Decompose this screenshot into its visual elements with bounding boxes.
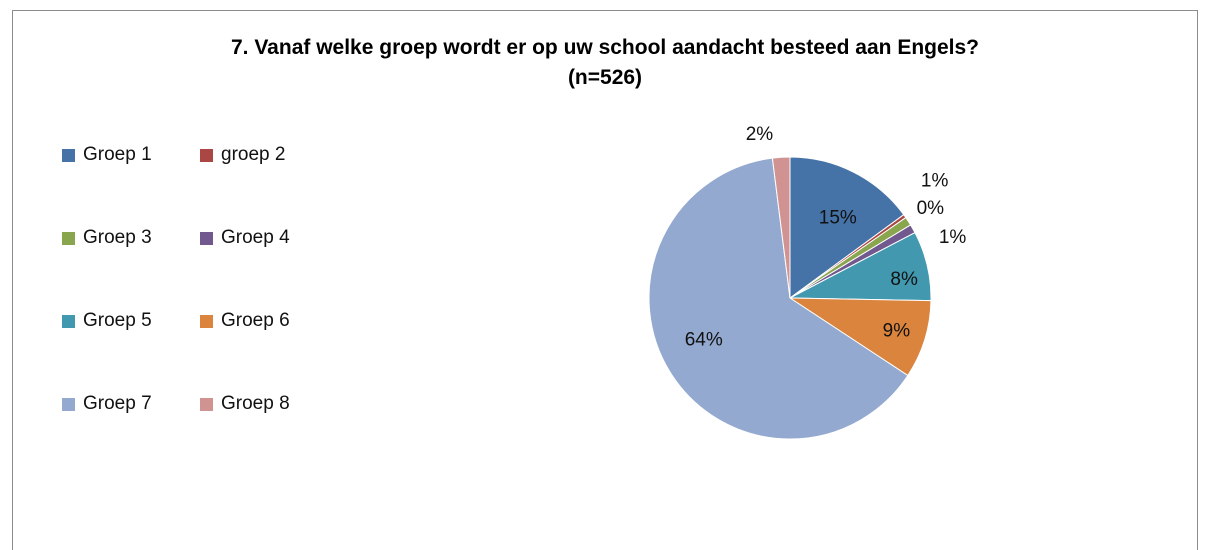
legend-swatch: [200, 397, 213, 411]
legend-swatch: [62, 231, 75, 245]
data-label-groep-7: 64%: [685, 329, 723, 350]
data-label-groep-5: 8%: [890, 269, 918, 290]
legend-item-groep-2: groep 2: [200, 144, 285, 166]
legend-item-groep-8: Groep 8: [200, 393, 290, 415]
legend-item-groep-4: Groep 4: [200, 227, 290, 249]
legend-item-groep-5: Groep 5: [62, 310, 152, 332]
legend-item-groep-3: Groep 3: [62, 227, 152, 249]
data-label-groep-4: 1%: [939, 227, 967, 248]
pie-slice-groep-6: [788, 297, 932, 377]
legend-label: Groep 3: [83, 227, 152, 248]
legend-label: Groep 6: [221, 310, 290, 331]
legend-item-groep-7: Groep 7: [62, 393, 152, 415]
legend-label: Groep 8: [221, 393, 290, 414]
legend-label: Groep 1: [83, 144, 152, 165]
legend-swatch: [62, 314, 75, 328]
data-label-groep-1: 15%: [819, 208, 857, 229]
chart-area: [12, 10, 1198, 550]
legend-swatch: [62, 397, 75, 411]
data-label-groep-6: 9%: [883, 320, 911, 341]
chart-title: 7. Vanaf welke groep wordt er op uw scho…: [0, 33, 1210, 93]
legend-swatch: [200, 148, 213, 162]
legend-swatch: [200, 314, 213, 328]
legend-label: Groep 7: [83, 393, 152, 414]
legend-label: groep 2: [221, 144, 286, 165]
chart-title-line-2: (n=526): [567, 66, 643, 89]
legend-swatch: [62, 148, 75, 162]
pie-slice-groep-1: [789, 156, 905, 299]
pie-slice-groep-7: [648, 157, 909, 440]
data-label-groep-3: 1%: [921, 170, 949, 191]
legend-swatch: [200, 231, 213, 245]
data-label-groep-8: 2%: [746, 124, 774, 145]
chart-title-line-1: 7. Vanaf welke groep wordt er op uw scho…: [230, 36, 980, 59]
pie-slice-groep-8: [771, 156, 791, 299]
data-label-groep-2: 0%: [917, 198, 945, 219]
legend-item-groep-1: Groep 1: [62, 144, 152, 166]
legend-label: Groep 5: [83, 310, 152, 331]
legend-label: Groep 4: [221, 227, 290, 248]
legend-item-groep-6: Groep 6: [200, 310, 290, 332]
